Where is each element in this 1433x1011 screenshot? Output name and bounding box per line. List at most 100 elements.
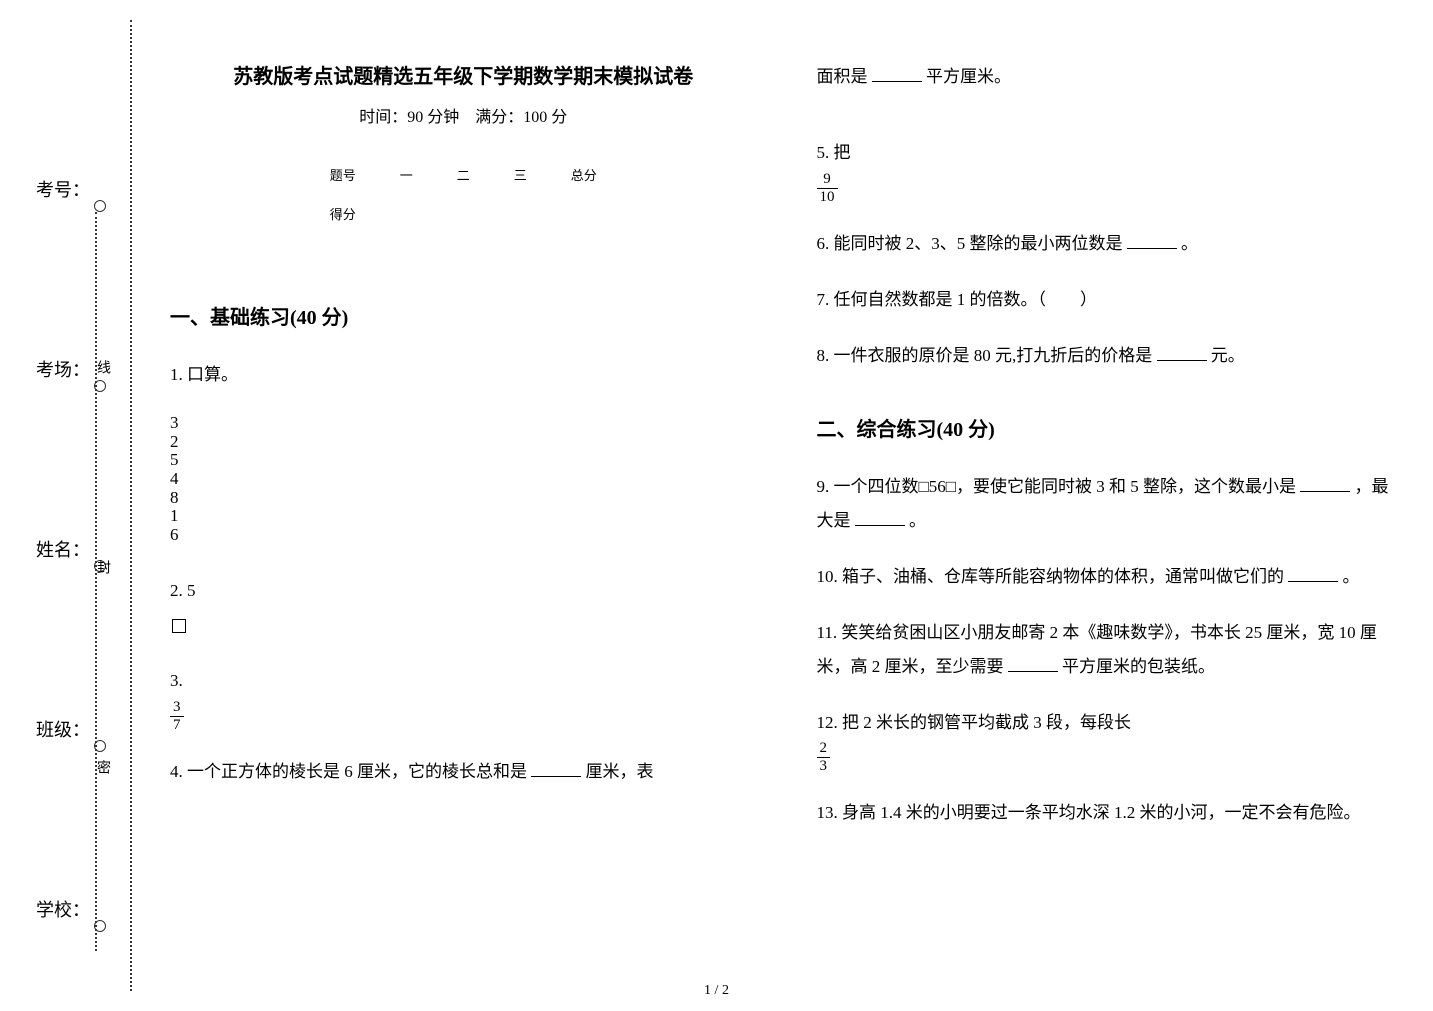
q7-text: 7. 任何自然数都是 1 的倍数。（ ） xyxy=(817,290,1098,309)
frac-den: 10 xyxy=(817,189,838,205)
blank-line xyxy=(855,509,905,526)
frac-part: 2 xyxy=(170,433,179,452)
frac-num: 2 xyxy=(817,741,831,758)
frac-num: 3 xyxy=(170,700,184,717)
th-label: 题号 xyxy=(308,155,378,194)
blank-line xyxy=(1288,565,1338,582)
label-text: 考场： xyxy=(36,360,90,382)
frac-part: 8 xyxy=(170,489,179,508)
label-text: 姓名： xyxy=(36,540,90,562)
section-1-header: 一、基础练习(40 分) xyxy=(170,301,757,330)
frac-den: 3 xyxy=(817,758,831,774)
section-2-header: 二、综合练习(40 分) xyxy=(817,413,1404,442)
left-column: 苏教版考点试题精选五年级下学期数学期末模拟试卷 时间：90 分钟 满分：100 … xyxy=(170,60,757,981)
blank-line xyxy=(1008,655,1058,672)
right-column: 面积是 平方厘米。 5. 把 9 10 6. 能同时被 2、3、5 整除的最小两… xyxy=(817,60,1404,981)
label-school: 学校： xyxy=(36,900,90,922)
q10-text-a: 10. 箱子、油桶、仓库等所能容纳物体的体积，通常叫做它们的 xyxy=(817,567,1285,586)
question-9: 9. 一个四位数□56□，要使它能同时被 3 和 5 整除，这个数最小是 ，最大… xyxy=(817,470,1404,538)
blank-line xyxy=(531,760,581,777)
question-13: 13. 身高 1.4 米的小明要过一条平均水深 1.2 米的小河，一定不会有危险… xyxy=(817,796,1404,830)
q3-label: 3. xyxy=(170,671,183,690)
marker-char: 封 xyxy=(92,560,112,574)
fraction: 9 10 xyxy=(817,172,838,205)
q4-text-a: 4. 一个正方体的棱长是 6 厘米，它的棱长总和是 xyxy=(170,762,527,781)
dotted-line-outer xyxy=(130,20,132,991)
q10-text-b: 。 xyxy=(1343,567,1360,586)
frac-part: 3 xyxy=(170,414,179,433)
td-blank xyxy=(549,194,619,233)
binding-gutter: 学校： 班级： 姓名： 考场： 考号： 密 封 线 xyxy=(0,0,160,1011)
td-label: 得分 xyxy=(308,194,378,233)
question-1: 1. 口算。 xyxy=(170,358,757,392)
question-5: 5. 把 9 10 xyxy=(817,136,1404,205)
q6-text-b: 。 xyxy=(1181,234,1198,253)
label-text: 考号： xyxy=(36,180,90,202)
q4-text-d: 平方厘米。 xyxy=(926,67,1011,86)
label-text: 学校： xyxy=(36,900,90,922)
circle-marker xyxy=(94,200,106,212)
question-2: 2. 5 xyxy=(170,574,757,642)
th-col: 三 xyxy=(492,155,549,194)
frac-part: 6 xyxy=(170,526,179,545)
q6-text-a: 6. 能同时被 2、3、5 整除的最小两位数是 xyxy=(817,234,1123,253)
seal-marker-mi: 密 xyxy=(92,760,112,774)
th-col: 总分 xyxy=(549,155,619,194)
q13-text: 13. 身高 1.4 米的小明要过一条平均水深 1.2 米的小河，一定不会有危险… xyxy=(817,803,1361,822)
question-8: 8. 一件衣服的原价是 80 元,打九折后的价格是 元。 xyxy=(817,339,1404,373)
frac-part: 4 xyxy=(170,470,179,489)
label-class: 班级： xyxy=(36,720,90,742)
label-number: 考号： xyxy=(36,180,90,202)
exam-title: 苏教版考点试题精选五年级下学期数学期末模拟试卷 xyxy=(170,60,757,89)
question-6: 6. 能同时被 2、3、5 整除的最小两位数是 。 xyxy=(817,227,1404,261)
dotted-segment xyxy=(95,212,97,951)
frac-part: 1 xyxy=(170,507,179,526)
question-3: 3. 3 7 xyxy=(170,664,757,733)
q8-text-b: 元。 xyxy=(1211,346,1245,365)
th-col: 二 xyxy=(435,155,492,194)
q9-text-c: 。 xyxy=(909,511,926,530)
frac-num: 9 xyxy=(817,172,838,189)
q2-label: 2. 5 xyxy=(170,581,196,600)
fraction: 3 7 xyxy=(170,700,184,733)
blank-line xyxy=(1157,344,1207,361)
td-blank xyxy=(435,194,492,233)
table-row: 得分 xyxy=(308,194,619,233)
page-number: 1 / 2 xyxy=(704,983,729,999)
score-table: 题号 一 二 三 总分 得分 xyxy=(308,155,619,233)
label-text: 班级： xyxy=(36,720,90,742)
question-4-cont: 面积是 平方厘米。 xyxy=(817,60,1404,94)
question-1-fractions: 3 2 5 4 8 1 6 xyxy=(170,414,757,552)
q11-text-b: 平方厘米的包装纸。 xyxy=(1062,657,1215,676)
q9-text-a: 9. 一个四位数□56□，要使它能同时被 3 和 5 整除，这个数最小是 xyxy=(817,477,1297,496)
marker-char: 线 xyxy=(92,360,112,374)
blank-line xyxy=(872,65,922,82)
td-blank xyxy=(378,194,435,233)
th-col: 一 xyxy=(378,155,435,194)
frac-stack: 3 2 5 4 8 1 6 xyxy=(170,414,179,545)
q5-label: 5. 把 xyxy=(817,143,851,162)
marker-char: 密 xyxy=(92,760,112,774)
label-room: 考场： xyxy=(36,360,90,382)
blank-line xyxy=(1300,475,1350,492)
fraction: 2 3 xyxy=(817,741,831,774)
seal-marker-feng: 封 xyxy=(92,560,112,574)
table-row: 题号 一 二 三 总分 xyxy=(308,155,619,194)
td-blank xyxy=(492,194,549,233)
q4-text-c: 面积是 xyxy=(817,67,868,86)
exam-subtitle: 时间：90 分钟 满分：100 分 xyxy=(170,103,757,127)
content-area: 苏教版考点试题精选五年级下学期数学期末模拟试卷 时间：90 分钟 满分：100 … xyxy=(170,60,1403,981)
frac-den: 7 xyxy=(170,717,184,733)
question-7: 7. 任何自然数都是 1 的倍数。（ ） xyxy=(817,283,1404,317)
question-11: 11. 笑笑给贫困山区小朋友邮寄 2 本《趣味数学》，书本长 25 厘米，宽 1… xyxy=(817,616,1404,684)
question-10: 10. 箱子、油桶、仓库等所能容纳物体的体积，通常叫做它们的 。 xyxy=(817,560,1404,594)
frac-part: 5 xyxy=(170,451,179,470)
question-4: 4. 一个正方体的棱长是 6 厘米，它的棱长总和是 厘米，表 xyxy=(170,755,757,789)
q1-label: 1. 口算。 xyxy=(170,365,238,384)
q8-text-a: 8. 一件衣服的原价是 80 元,打九折后的价格是 xyxy=(817,346,1153,365)
q4-text-b: 厘米，表 xyxy=(586,762,654,781)
square-box-icon xyxy=(172,619,186,633)
label-name: 姓名： xyxy=(36,540,90,562)
blank-line xyxy=(1127,232,1177,249)
q12-text: 12. 把 2 米长的钢管平均截成 3 段，每段长 xyxy=(817,713,1132,732)
